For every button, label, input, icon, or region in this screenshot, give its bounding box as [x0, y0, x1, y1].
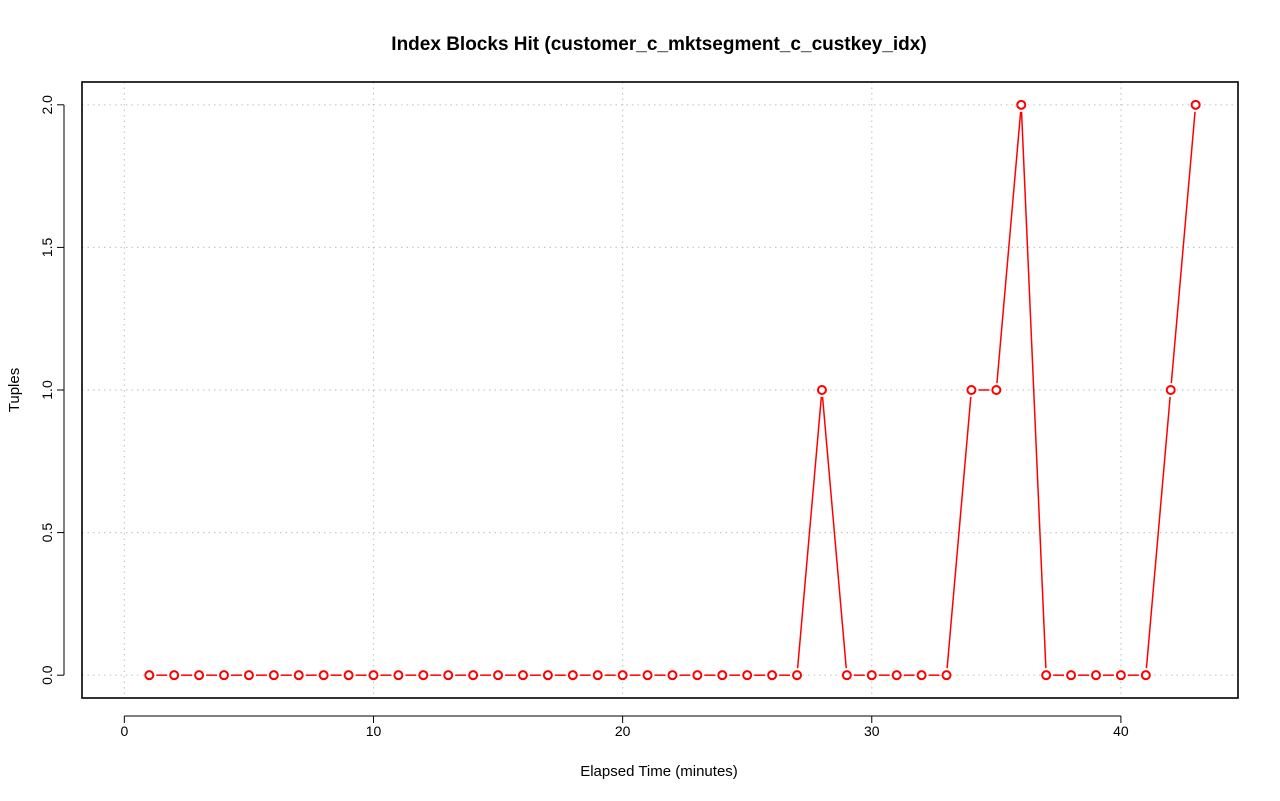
y-tick-label: 0.5 — [39, 523, 55, 543]
data-point — [1165, 385, 1176, 395]
series-line-segment — [1145, 396, 1171, 669]
data-point — [916, 670, 927, 681]
x-axis-label: Elapsed Time (minutes) — [580, 763, 738, 780]
data-point — [1041, 670, 1052, 681]
data-point — [219, 670, 230, 681]
axes: 0 10 20 30 40 0.0 0.5 1.0 1.5 2.0 — [39, 95, 1129, 739]
data-point — [1140, 670, 1151, 681]
x-tick-label: 10 — [366, 723, 382, 739]
y-tick-label: 1.5 — [39, 237, 55, 257]
data-point — [891, 670, 902, 681]
series-line-segment — [1020, 111, 1047, 669]
data-point — [667, 670, 678, 681]
data-point — [617, 670, 628, 681]
data-point — [393, 670, 404, 681]
series-line-segment — [796, 396, 823, 669]
series-line-segment — [946, 396, 972, 669]
data-point — [742, 670, 753, 681]
y-tick-label: 1.0 — [39, 380, 55, 400]
data-point — [767, 670, 778, 681]
data-point — [169, 670, 180, 681]
data-point — [468, 670, 479, 681]
data-point — [343, 670, 354, 681]
data-point — [1115, 670, 1126, 681]
series-line-segment — [996, 111, 1022, 384]
data-point — [592, 670, 603, 681]
series-line-segment — [1170, 111, 1196, 384]
data-point — [941, 670, 952, 681]
x-tick-label: 20 — [615, 723, 631, 739]
data-point — [1066, 670, 1077, 681]
data-point — [542, 670, 553, 681]
grid — [82, 82, 1238, 698]
data-point — [144, 670, 155, 681]
data-point — [517, 670, 528, 681]
data-point — [567, 670, 578, 681]
data-point — [493, 670, 504, 681]
series-layer — [144, 99, 1201, 681]
data-point — [816, 385, 827, 395]
plot-frame — [81, 81, 1239, 699]
data-point — [318, 670, 329, 681]
data-point — [268, 670, 279, 681]
data-point — [293, 670, 304, 681]
data-point — [841, 670, 852, 681]
y-axis-label: Tuples — [6, 368, 23, 412]
data-point — [443, 670, 454, 681]
x-tick-label: 30 — [864, 723, 880, 739]
data-point — [866, 670, 877, 681]
series-line-segment — [821, 396, 847, 669]
data-point — [243, 670, 254, 681]
data-point — [991, 385, 1002, 395]
data-point — [1090, 670, 1101, 681]
data-point — [1190, 99, 1201, 110]
chart-title: Index Blocks Hit (customer_c_mktsegment_… — [391, 34, 926, 55]
y-tick-label: 0.0 — [39, 665, 55, 685]
data-point — [642, 670, 653, 681]
y-tick-label: 2.0 — [39, 95, 55, 115]
data-point — [194, 670, 205, 681]
data-point — [1016, 99, 1027, 110]
x-tick-label: 0 — [120, 723, 128, 739]
data-point — [368, 670, 379, 681]
data-point — [966, 385, 977, 395]
x-tick-label: 40 — [1113, 723, 1129, 739]
data-point — [717, 670, 728, 681]
data-point — [418, 670, 429, 681]
data-point — [792, 670, 803, 681]
data-point — [692, 670, 703, 681]
